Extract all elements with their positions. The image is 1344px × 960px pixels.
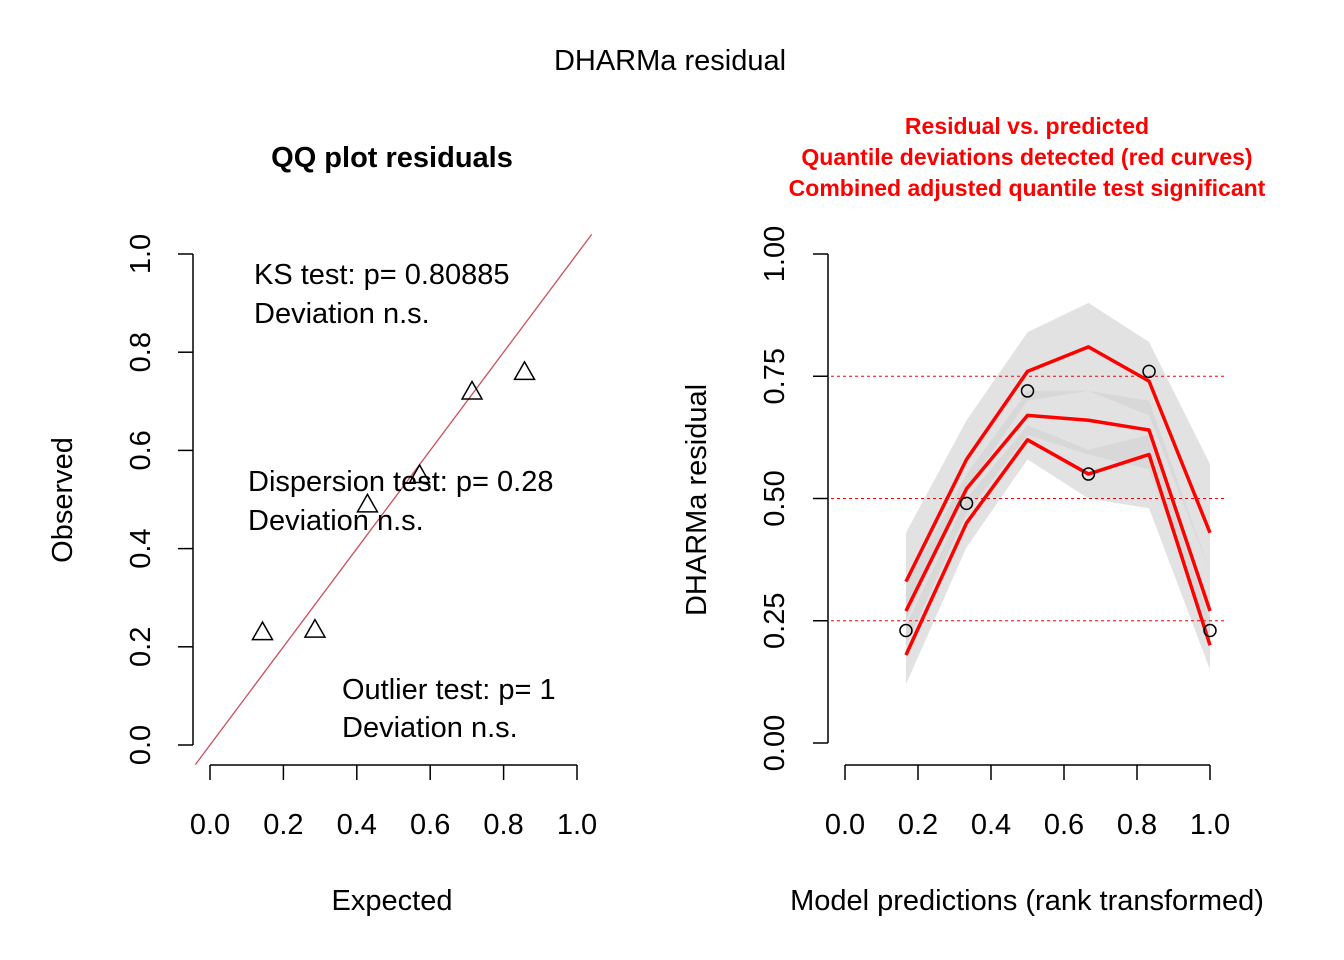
rvp-quantile-curve (904, 438, 1212, 656)
rvp-point (1203, 623, 1217, 638)
qq-x-tick-label: 0.4 (337, 809, 377, 841)
residual-vs-predicted-panel: Residual vs. predicted Quantile deviatio… (681, 113, 1266, 917)
rvp-x-tick-label: 0.0 (825, 809, 865, 841)
qq-x-tick-label: 0.6 (410, 809, 450, 841)
rvp-point (959, 496, 974, 511)
dispersion-test-annotation: Dispersion test: p= 0.28 Deviation n.s. (248, 466, 553, 537)
rvp-point (1142, 364, 1156, 379)
outlier-test-label: Outlier test: p= 1 (342, 674, 556, 706)
rvp-x-axis-title: Model predictions (rank transformed) (790, 885, 1264, 917)
qq-reference-line (194, 233, 593, 766)
dispersion-test-deviation: Deviation n.s. (248, 505, 424, 537)
rvp-point (1020, 384, 1035, 398)
qq-point (251, 620, 274, 641)
rvp-title-line-2: Quantile deviations detected (red curves… (801, 144, 1252, 170)
rvp-x-tick-label: 0.2 (898, 809, 938, 841)
qq-points (251, 360, 536, 641)
rvp-point (1081, 467, 1096, 481)
ks-test-annotation: KS test: p= 0.80885 Deviation n.s. (254, 259, 510, 330)
ks-test-label: KS test: p= 0.80885 (254, 259, 510, 291)
rvp-x-tick-label: 1.0 (1190, 809, 1230, 841)
rvp-y-axis-title: DHARMa residual (681, 384, 713, 616)
dispersion-test-label: Dispersion test: p= 0.28 (248, 466, 553, 498)
rvp-y-tick-label: 0.50 (759, 470, 791, 526)
rvp-title-line-3: Combined adjusted quantile test signific… (789, 175, 1266, 201)
rvp-x-tick-label: 0.8 (1117, 809, 1157, 841)
outlier-test-annotation: Outlier test: p= 1 Deviation n.s. (342, 674, 556, 744)
qq-y-tick-label: 0.0 (125, 725, 157, 765)
rvp-quantile-bands (905, 302, 1210, 685)
rvp-quantile-band (905, 302, 1210, 621)
rvp-x-axis: 0.0 0.2 0.4 0.6 0.8 1.0 (825, 764, 1230, 841)
qq-x-tick-label: 1.0 (557, 809, 597, 841)
rvp-reference-lines (813, 375, 1226, 622)
qq-y-tick-label: 0.4 (125, 528, 157, 568)
figure-title: DHARMa residual (554, 45, 786, 77)
qq-x-tick-label: 0.0 (190, 809, 230, 841)
qq-x-tick-label: 0.2 (263, 809, 303, 841)
qq-y-axis: 0.0 0.2 0.4 0.6 0.8 1.0 (125, 234, 194, 765)
qq-point (513, 360, 536, 381)
rvp-y-tick-label: 0.25 (759, 593, 791, 649)
qq-point (356, 492, 379, 513)
qq-x-tick-label: 0.8 (483, 809, 523, 841)
qq-x-axis: 0.0 0.2 0.4 0.6 0.8 1.0 (190, 764, 597, 841)
qq-y-tick-label: 0.2 (125, 627, 157, 667)
rvp-y-tick-label: 1.00 (759, 226, 791, 282)
qq-point (460, 379, 484, 400)
rvp-y-tick-label: 0.75 (759, 348, 791, 404)
rvp-x-tick-label: 0.4 (971, 809, 1011, 841)
qq-point (408, 463, 431, 484)
qq-y-tick-label: 1.0 (125, 234, 157, 274)
rvp-y-axis: 0.00 0.25 0.50 0.75 1.00 (759, 226, 829, 771)
rvp-points (899, 364, 1217, 638)
qq-y-tick-label: 0.8 (125, 332, 157, 372)
rvp-point (899, 623, 913, 638)
rvp-quantile-curve (904, 345, 1212, 583)
rvp-quantile-curves (904, 345, 1212, 656)
rvp-title-line-1: Residual vs. predicted (905, 113, 1149, 139)
rvp-x-tick-label: 0.6 (1044, 809, 1084, 841)
qq-x-axis-title: Expected (332, 885, 453, 917)
qq-plot-panel: QQ plot residuals 0.0 0.2 0.4 0.6 0.8 1.0 0.0… (47, 142, 597, 917)
qq-y-tick-label: 0.6 (125, 430, 157, 470)
qq-point (303, 618, 327, 638)
qq-plot-title: QQ plot residuals (271, 142, 513, 174)
rvp-quantile-curve (904, 413, 1212, 612)
outlier-test-deviation: Deviation n.s. (342, 712, 518, 744)
rvp-y-tick-label: 0.00 (759, 715, 791, 771)
ks-test-deviation: Deviation n.s. (254, 298, 430, 330)
qq-y-axis-title: Observed (47, 437, 79, 563)
